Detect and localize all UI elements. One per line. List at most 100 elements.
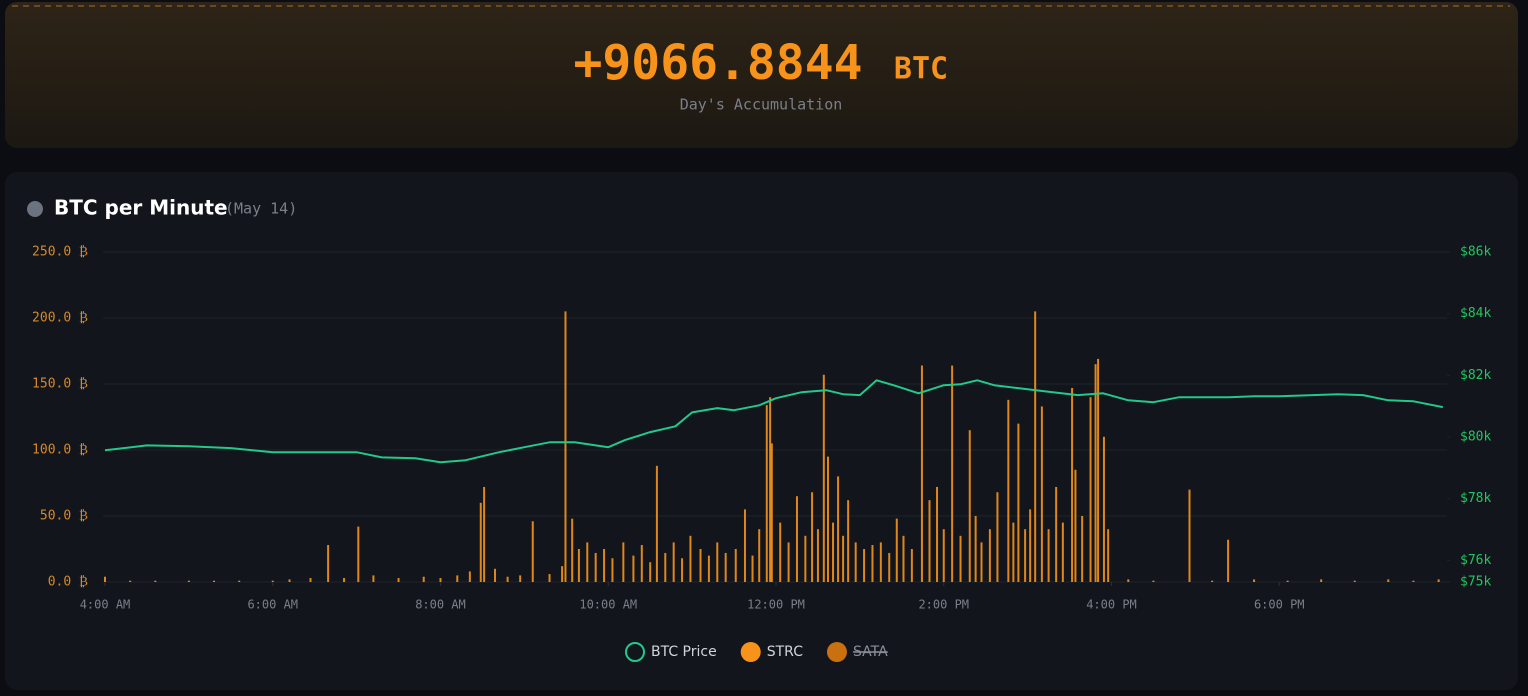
bar: [494, 568, 497, 582]
bar: [863, 549, 866, 582]
bar: [1227, 539, 1230, 582]
y2-tick-label: $80k: [1460, 430, 1491, 445]
bar: [787, 542, 790, 582]
bar: [1107, 529, 1110, 582]
bar: [811, 492, 814, 582]
bar: [1152, 580, 1155, 582]
bar: [942, 529, 945, 582]
bar: [187, 580, 190, 582]
bar: [372, 575, 375, 582]
bar: [902, 535, 905, 582]
bar: [213, 580, 216, 582]
bar: [622, 542, 625, 582]
bar: [928, 500, 931, 582]
bar: [1097, 358, 1100, 582]
bar: [1102, 436, 1105, 582]
bar: [751, 555, 754, 582]
bar: [1286, 580, 1289, 582]
bar: [1007, 399, 1010, 582]
legend-item[interactable]: BTC Price: [625, 642, 717, 662]
bar: [888, 552, 891, 582]
x-tick-label: 4:00 AM: [80, 598, 131, 612]
bar: [910, 549, 913, 582]
bar: [1074, 469, 1077, 582]
bar: [422, 576, 425, 582]
y2-tick-label: $86k: [1460, 245, 1491, 260]
bar: [1017, 423, 1020, 582]
chart-card: [5, 172, 1518, 690]
bar: [632, 555, 635, 582]
accumulation-unit: BTC: [894, 52, 948, 87]
bar: [716, 542, 719, 582]
bar: [770, 443, 773, 582]
bar: [357, 526, 360, 582]
bar: [681, 558, 684, 582]
bar: [724, 552, 727, 582]
bar: [1127, 579, 1130, 582]
bar: [1047, 529, 1050, 582]
x-tick-label: 12:00 PM: [747, 598, 805, 612]
bar: [996, 492, 999, 582]
bar: [837, 476, 840, 582]
bar: [468, 571, 471, 582]
bar: [603, 549, 606, 582]
bar: [561, 566, 564, 582]
bar: [1029, 509, 1032, 582]
legend: BTC Price STRC SATA: [625, 642, 888, 662]
bar: [483, 486, 486, 582]
bar: [847, 500, 850, 582]
bar: [594, 552, 597, 582]
bar: [734, 549, 737, 582]
x-tick-label: 10:00 AM: [579, 598, 637, 612]
bar: [519, 575, 522, 582]
bar: [655, 465, 658, 582]
legend-swatch: [625, 642, 645, 662]
bar: [879, 542, 882, 582]
legend-swatch: [826, 642, 847, 662]
accumulation-value: +9066.8844: [574, 35, 863, 91]
accumulation-caption: Day's Accumulation: [680, 96, 843, 114]
bar: [571, 518, 574, 582]
bar: [959, 535, 962, 582]
legend-label: BTC Price: [651, 644, 717, 660]
bar: [1055, 486, 1058, 582]
legend-item[interactable]: SATA: [826, 642, 888, 662]
x-tick-label: 2:00 PM: [918, 598, 969, 612]
bar: [238, 580, 241, 582]
bar: [827, 456, 830, 582]
bar: [531, 521, 534, 582]
bar: [1089, 397, 1092, 582]
bar: [743, 509, 746, 582]
bar: [577, 549, 580, 582]
bar: [920, 365, 923, 582]
legend-label: STRC: [767, 644, 803, 660]
bar: [1081, 516, 1084, 582]
chart-title: BTC per Minute: [54, 196, 228, 220]
y-tick-label: 0.0 ₿: [48, 575, 88, 590]
bar: [1012, 522, 1015, 582]
y-tick-label: 200.0 ₿: [32, 311, 88, 326]
bar: [895, 518, 898, 582]
bar: [871, 545, 874, 582]
plot: 0.0 ₿ 50.0 ₿ 100.0 ₿ 150.0 ₿ 200.0 ₿ 250.0 ₿ $…: [32, 245, 1491, 612]
bar: [1412, 580, 1415, 582]
bar: [1353, 580, 1356, 582]
bar: [456, 575, 459, 582]
bar: [936, 486, 939, 582]
title-dot: [27, 201, 43, 217]
x-tick-label: 6:00 AM: [247, 598, 298, 612]
bar: [506, 576, 509, 582]
bar: [816, 529, 819, 582]
bar: [1040, 406, 1043, 582]
bar: [779, 522, 782, 582]
bar: [439, 578, 442, 582]
bar: [154, 580, 157, 582]
bar: [1320, 579, 1323, 582]
x-tick-label: 6:00 PM: [1254, 598, 1305, 612]
y-tick-label: 150.0 ₿: [32, 377, 88, 392]
bar: [804, 535, 807, 582]
legend-item[interactable]: STRC: [740, 642, 803, 662]
bar: [832, 522, 835, 582]
legend-swatch: [740, 642, 761, 662]
